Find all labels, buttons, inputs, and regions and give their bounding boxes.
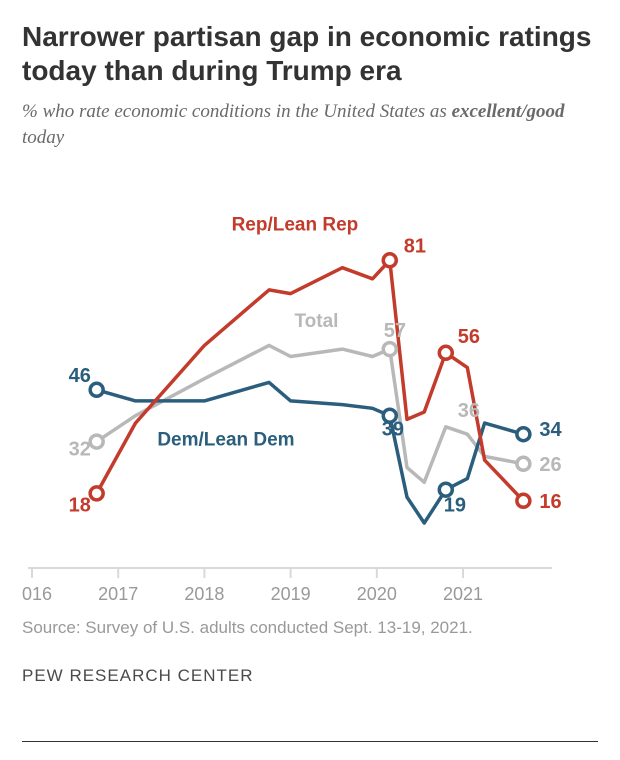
point-label-total: 26 [539, 454, 561, 476]
series-marker-rep [383, 254, 396, 267]
chart-area: 2016 2017 2018 2019 2020 2021 32 57 36 26 46 39 19 34… [22, 180, 598, 610]
point-label-rep: 56 [458, 326, 480, 348]
line-chart-svg: 2016 2017 2018 2019 2020 2021 32 57 36 26 46 39 19 34… [22, 180, 598, 610]
point-label-total: 36 [458, 400, 480, 422]
point-label-dem: 34 [539, 420, 562, 442]
source-line: Source: Survey of U.S. adults conducted … [22, 618, 598, 638]
series-marker-total [517, 458, 530, 471]
x-tick-label: 2018 [184, 584, 224, 604]
x-tick-label: 2020 [357, 584, 397, 604]
x-tick-label: 2016 [22, 584, 52, 604]
x-tick-label: 2017 [98, 584, 138, 604]
subtitle-bold: excellent/good [452, 101, 565, 122]
series-marker-total [90, 436, 103, 449]
x-tick-label: 2019 [271, 584, 311, 604]
x-tick-label: 2021 [443, 584, 483, 604]
point-label-rep: 18 [69, 495, 91, 517]
series-marker-total [383, 343, 396, 356]
bottom-rule [22, 741, 598, 742]
series-marker-rep [517, 495, 530, 508]
point-label-dem: 19 [444, 495, 466, 517]
point-label-rep: 16 [539, 491, 561, 513]
subtitle-prefix: % who rate economic conditions in the Un… [22, 101, 452, 122]
footer-brand: PEW RESEARCH CENTER [22, 666, 598, 686]
series-marker-dem [517, 428, 530, 441]
subtitle-suffix: today [22, 127, 64, 148]
point-label-dem: 46 [69, 365, 91, 387]
series-label-dem: Dem/Lean Dem [157, 430, 294, 451]
point-label-dem: 39 [382, 419, 404, 441]
series-label-total: Total [294, 311, 338, 332]
point-label-total: 32 [69, 439, 91, 461]
chart-subtitle: % who rate economic conditions in the Un… [22, 99, 598, 150]
point-label-rep: 81 [404, 236, 426, 258]
point-label-total: 57 [384, 321, 406, 343]
series-line-rep [97, 261, 524, 502]
series-marker-rep [439, 347, 452, 360]
series-marker-dem [90, 384, 103, 397]
series-marker-rep [90, 487, 103, 500]
chart-title: Narrower partisan gap in economic rating… [22, 20, 598, 87]
series-label-rep: Rep/Lean Rep [232, 215, 359, 236]
